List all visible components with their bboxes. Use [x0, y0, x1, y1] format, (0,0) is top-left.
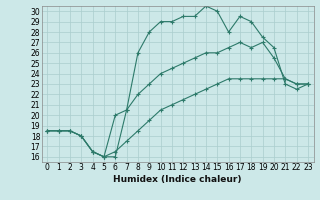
- X-axis label: Humidex (Indice chaleur): Humidex (Indice chaleur): [113, 175, 242, 184]
